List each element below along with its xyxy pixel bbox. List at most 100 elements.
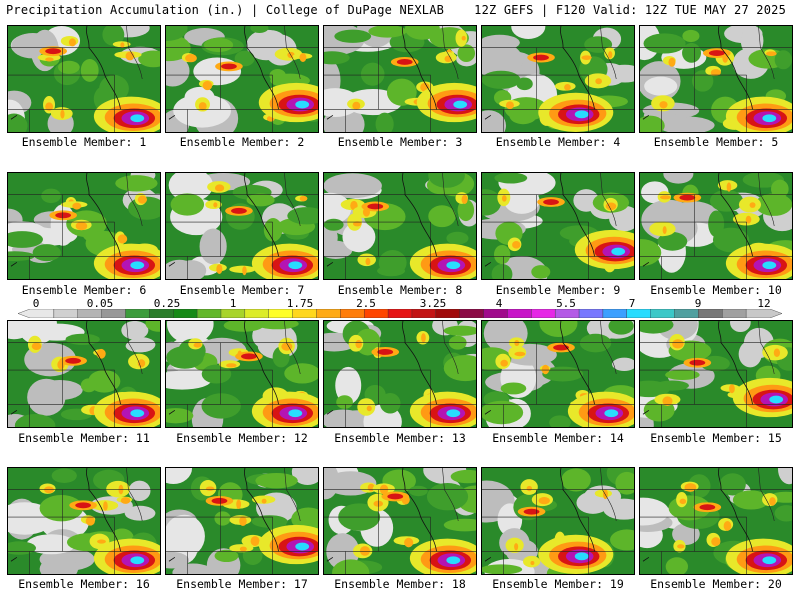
state-border	[284, 468, 301, 522]
precip-contour	[80, 58, 99, 82]
precip-map	[166, 321, 318, 427]
precip-contour	[281, 342, 293, 351]
precip-contour	[72, 202, 82, 210]
colorbar-swatch	[316, 309, 341, 318]
colorbar-tick-label: 0.05	[86, 297, 114, 310]
precip-contour	[366, 405, 372, 412]
precip-contour	[137, 359, 146, 368]
precip-contour	[455, 29, 468, 47]
precip-contour	[166, 514, 205, 558]
state-border	[244, 26, 279, 110]
ensemble-map-panel	[323, 320, 477, 428]
state-border	[600, 321, 617, 375]
precip-contour	[443, 355, 476, 382]
precip-contour	[396, 59, 413, 65]
colorbar-tick-label: 3.25	[419, 297, 447, 310]
precip-contour	[166, 321, 214, 344]
precip-contour	[60, 109, 65, 119]
ensemble-member-label: Ensemble Member: 7	[179, 283, 305, 297]
ensemble-map-panel	[323, 25, 477, 133]
colorbar-swatch	[507, 309, 532, 318]
state-border	[600, 173, 617, 227]
state-border	[168, 409, 176, 415]
colorbar-swatch	[244, 309, 270, 318]
colorbar-swatch	[125, 309, 150, 318]
precip-contour	[538, 497, 550, 505]
precip-contour	[689, 359, 706, 366]
precip-contour	[231, 207, 247, 214]
precip-contour	[75, 221, 88, 231]
precip-contour	[526, 485, 533, 492]
precip-map	[166, 468, 318, 574]
precip-contour	[769, 497, 776, 506]
state-border	[126, 468, 143, 522]
precip-contour	[68, 38, 76, 47]
precip-contour	[443, 325, 476, 336]
precip-map	[8, 321, 160, 427]
ensemble-map-panel	[323, 467, 477, 575]
precip-contour	[730, 321, 751, 333]
state-border	[86, 173, 121, 257]
precip-contour	[640, 115, 665, 132]
precip-contour	[211, 497, 228, 504]
colorbar-tick-label: 4	[495, 297, 503, 310]
precip-contour	[291, 468, 318, 485]
colorbar-swatch	[531, 309, 556, 318]
precip-map	[482, 468, 634, 574]
precip-contour	[216, 264, 223, 274]
map-title: Precipitation Accumulation (in.) | Colle…	[6, 3, 445, 17]
colorbar-swatch	[722, 309, 747, 318]
precip-contour	[170, 193, 205, 216]
precip-contour	[643, 33, 686, 54]
precip-contour	[250, 536, 260, 546]
precip-contour	[8, 321, 32, 340]
precip-contour	[494, 173, 528, 184]
precip-contour	[574, 110, 589, 119]
precip-contour	[242, 266, 247, 276]
precip-contour	[428, 205, 456, 228]
precip-contour	[662, 226, 667, 235]
precip-contour	[250, 26, 269, 33]
precip-contour	[324, 88, 360, 117]
state-border	[10, 409, 18, 415]
precip-contour	[533, 54, 549, 61]
precip-contour	[299, 195, 308, 202]
precip-contour	[375, 112, 394, 132]
precip-contour	[130, 556, 145, 565]
colorbar-swatch	[435, 309, 461, 318]
precip-contour	[514, 340, 520, 346]
precip-contour	[55, 212, 72, 219]
precip-contour	[421, 333, 426, 343]
ensemble-member-label: Ensemble Member: 16	[18, 577, 150, 591]
state-border	[126, 321, 143, 375]
precip-contour	[106, 480, 131, 498]
precip-map	[324, 468, 476, 574]
colorbar-tick-label: 2.5	[356, 297, 376, 310]
state-border	[758, 321, 775, 375]
ensemble-map-panel	[7, 25, 161, 133]
precip-contour	[202, 80, 213, 91]
precip-contour	[45, 57, 54, 62]
precip-contour	[261, 498, 267, 504]
state-border	[560, 26, 595, 110]
precip-contour	[574, 552, 589, 561]
state-border	[284, 26, 301, 80]
state-border	[718, 173, 753, 257]
precip-contour	[672, 339, 684, 349]
precip-contour	[324, 51, 350, 65]
precip-contour	[255, 321, 299, 330]
precip-contour	[603, 498, 634, 520]
precip-contour	[581, 55, 592, 60]
colorbar-swatch	[220, 309, 246, 318]
ensemble-map-panel	[481, 320, 635, 428]
precip-contour	[102, 26, 125, 46]
precip-contour	[193, 342, 202, 348]
precip-contour	[640, 239, 662, 267]
precip-contour	[137, 195, 148, 204]
precip-contour	[608, 321, 634, 335]
state-border	[642, 556, 650, 562]
precip-contour	[115, 175, 158, 192]
precip-contour	[269, 68, 286, 83]
precip-contour	[96, 348, 106, 359]
precip-contour	[611, 247, 626, 256]
